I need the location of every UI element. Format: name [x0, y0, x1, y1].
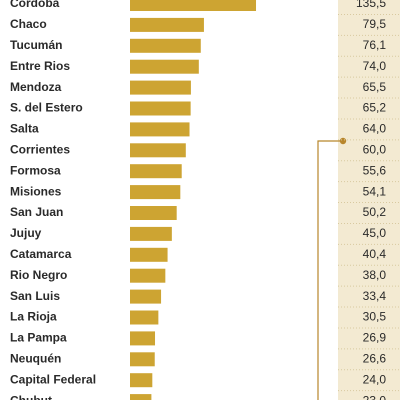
category-label: Jujuy	[10, 226, 42, 240]
value-label: 26,9	[363, 331, 387, 345]
category-label: Mendoza	[10, 80, 62, 94]
value-label: 45,0	[363, 226, 387, 240]
category-label: Cordoba	[10, 0, 60, 10]
value-label: 26,6	[363, 351, 387, 365]
category-label: Entre Rios	[10, 59, 70, 73]
value-label: 30,5	[363, 310, 387, 324]
bar	[130, 226, 172, 241]
value-label: 40,4	[363, 247, 387, 261]
value-label: 74,0	[363, 59, 387, 73]
value-label: 65,2	[363, 101, 387, 115]
bar	[130, 268, 166, 283]
bar	[130, 122, 190, 137]
bar	[130, 38, 201, 53]
value-label: 76,1	[363, 38, 387, 52]
bar	[130, 185, 181, 200]
category-label: Chubut	[10, 393, 52, 400]
value-label: 55,6	[363, 163, 387, 177]
bar	[130, 164, 182, 179]
value-label: 65,5	[363, 80, 387, 94]
value-label: 60,0	[363, 142, 387, 156]
value-label: 50,2	[363, 205, 387, 219]
connector-dot	[339, 137, 347, 145]
value-label: 79,5	[363, 17, 387, 31]
category-label: Capital Federal	[10, 372, 96, 386]
value-label: 38,0	[363, 268, 387, 282]
value-label: 135,5	[356, 0, 386, 10]
category-label: Catamarca	[10, 247, 72, 261]
bar	[130, 331, 156, 346]
bar	[130, 80, 191, 95]
category-label: La Pampa	[10, 331, 67, 345]
bar	[130, 373, 153, 388]
bar	[130, 247, 168, 262]
category-label: Chaco	[10, 17, 47, 31]
category-label: Rio Negro	[10, 268, 67, 282]
bar	[130, 206, 177, 220]
bar	[130, 310, 159, 325]
category-label: Tucumán	[10, 38, 62, 52]
category-label: Formosa	[10, 163, 61, 177]
bar	[130, 101, 191, 116]
bar	[130, 289, 162, 304]
bar	[130, 352, 155, 367]
bar	[130, 143, 186, 158]
category-label: Corrientes	[10, 142, 70, 156]
value-label: 33,4	[363, 289, 387, 303]
value-panel	[338, 0, 400, 400]
bar	[130, 59, 199, 74]
value-label: 24,0	[363, 372, 387, 386]
category-label: Salta	[10, 122, 39, 136]
category-label: Misiones	[10, 184, 62, 198]
bar	[130, 17, 204, 32]
value-label: 54,1	[363, 184, 387, 198]
category-label: San Juan	[10, 205, 63, 219]
category-label: S. del Estero	[10, 101, 83, 115]
category-label: Neuquén	[10, 351, 61, 365]
bar	[130, 394, 152, 400]
connector	[317, 140, 343, 400]
category-label: San Luis	[10, 289, 60, 303]
bar	[130, 0, 257, 11]
category-label: La Rioja	[10, 310, 57, 324]
value-label: 23,0	[363, 393, 387, 400]
value-label: 64,0	[363, 122, 387, 136]
